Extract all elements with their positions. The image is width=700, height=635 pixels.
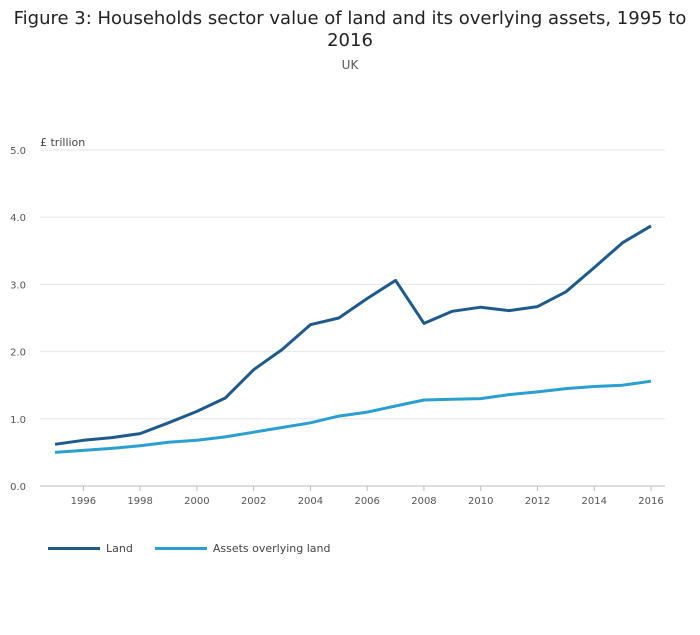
x-tick-label: 2010 xyxy=(468,496,493,507)
x-tick-label: 2002 xyxy=(241,496,266,507)
y-tick-label: 3.0 xyxy=(10,280,26,291)
x-tick-label: 1998 xyxy=(127,496,152,507)
series-line-assets xyxy=(54,379,652,454)
series-lines xyxy=(54,224,652,454)
legend-label-land: Land xyxy=(106,542,133,555)
legend-item-land: Land xyxy=(48,542,133,555)
x-tick-label: 1996 xyxy=(71,496,96,507)
x-tick-label: 2008 xyxy=(411,496,436,507)
legend-swatch-land xyxy=(48,547,100,550)
gridlines xyxy=(40,149,665,487)
x-tick-label: 2016 xyxy=(638,496,663,507)
legend-label-assets: Assets overlying land xyxy=(212,542,331,555)
y-tick-label: 2.0 xyxy=(10,348,26,359)
series-line-land xyxy=(54,224,652,446)
chart-title: Figure 3: Households sector value of lan… xyxy=(13,8,687,51)
x-tick-label: 2012 xyxy=(525,496,550,507)
legend-item-assets: Assets overlying land xyxy=(154,542,331,555)
y-tick-label: 0.0 xyxy=(10,482,26,493)
y-tick-label: 1.0 xyxy=(10,415,26,426)
y-axis-ticks: 0.0 1.0 2.0 3.0 4.0 5.0 xyxy=(10,146,26,493)
x-axis-ticks: 1996 1998 2000 2002 2004 2006 2008 2010 2012 2014… xyxy=(71,486,664,507)
x-tick-label: 2004 xyxy=(298,496,323,507)
x-tick-label: 2014 xyxy=(582,496,607,507)
chart-subtitle: UK xyxy=(341,58,359,72)
y-tick-label: 5.0 xyxy=(10,146,26,157)
legend: Land Assets overlying land xyxy=(48,542,352,555)
y-tick-label: 4.0 xyxy=(10,213,26,224)
legend-swatch-assets xyxy=(154,547,207,550)
x-tick-label: 2000 xyxy=(184,496,209,507)
y-axis-label: £ trillion xyxy=(40,136,86,149)
x-tick-label: 2006 xyxy=(354,496,379,507)
